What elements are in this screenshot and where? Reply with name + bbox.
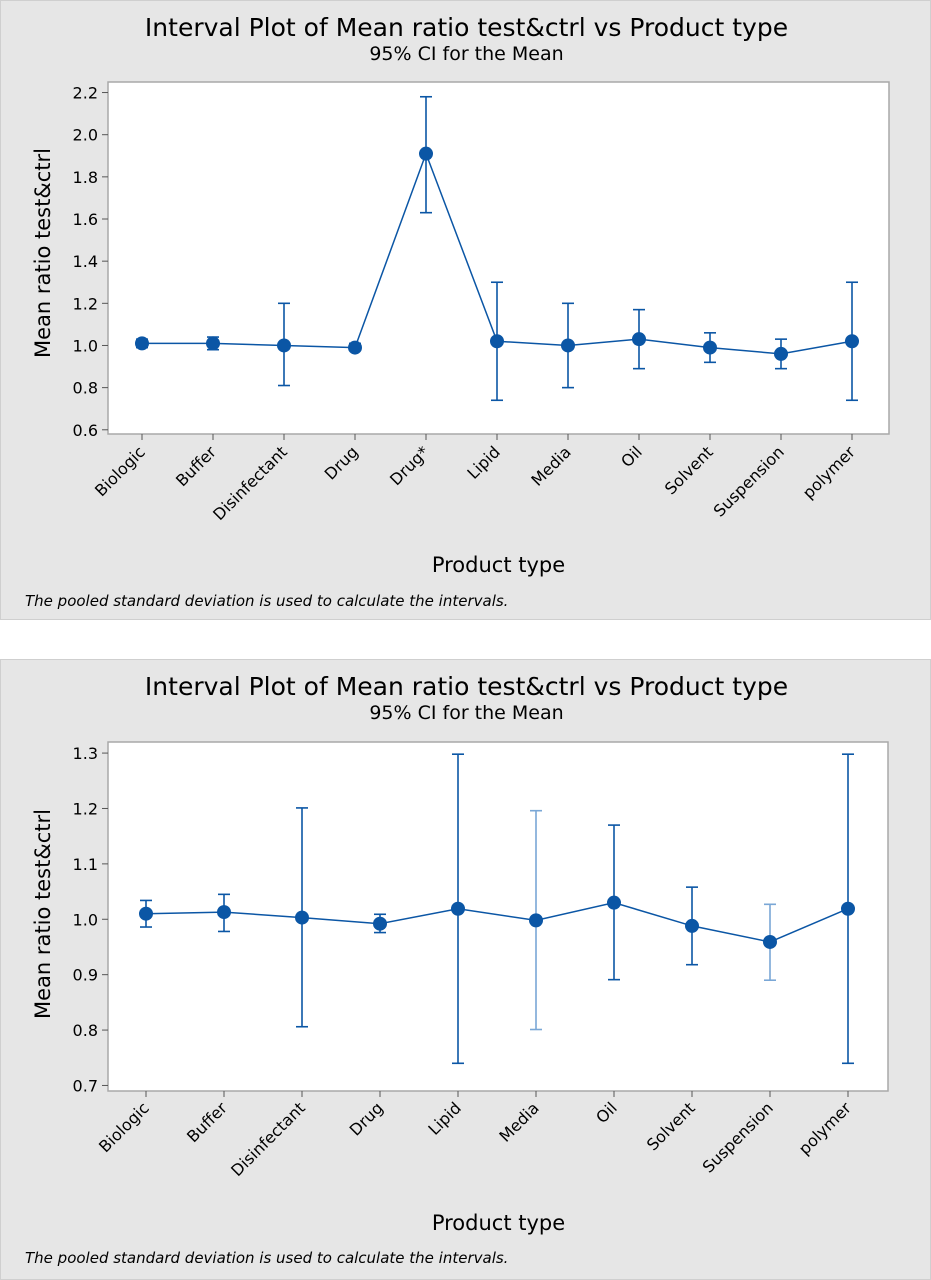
mean-point bbox=[490, 334, 504, 349]
y-axis-label: Mean ratio test&ctrl bbox=[31, 809, 55, 1019]
y-tick-label: 1.2 bbox=[73, 799, 98, 818]
chart-title: Interval Plot of Mean ratio test&ctrl vs… bbox=[144, 672, 789, 701]
chart-subtitle: 95% CI for the Mean bbox=[369, 43, 564, 65]
x-tick-label: Media bbox=[495, 1098, 542, 1145]
mean-point bbox=[841, 901, 855, 916]
x-tick-label: Drug bbox=[346, 1098, 387, 1139]
mean-point bbox=[277, 338, 291, 353]
mean-point bbox=[845, 334, 859, 349]
x-tick-label: Drug bbox=[321, 442, 362, 483]
y-tick-label: 1.6 bbox=[73, 210, 98, 229]
x-tick-label: Suspension bbox=[699, 1098, 777, 1176]
mean-point bbox=[561, 338, 575, 353]
x-tick-label: Oil bbox=[592, 1098, 621, 1127]
x-tick-label: polymer bbox=[795, 1098, 855, 1158]
chart-panel-bottom: Interval Plot of Mean ratio test&ctrl vs… bbox=[0, 659, 931, 1280]
y-tick-label: 2.0 bbox=[73, 126, 98, 145]
mean-connect-line bbox=[145, 901, 849, 943]
y-tick-label: 1.0 bbox=[73, 910, 98, 929]
x-axis-label: Product type bbox=[431, 1211, 566, 1235]
y-tick-label: 2.2 bbox=[73, 84, 98, 103]
mean-point bbox=[206, 336, 220, 351]
plot-area bbox=[107, 741, 889, 1092]
y-tick-label: 1.8 bbox=[73, 168, 98, 187]
mean-point bbox=[774, 346, 788, 361]
y-tick-label: 1.3 bbox=[73, 744, 98, 763]
x-tick-label: Biologic bbox=[95, 1098, 153, 1156]
y-axis-label: Mean ratio test&ctrl bbox=[31, 148, 55, 358]
x-tick-label: Lipid bbox=[463, 442, 503, 482]
x-tick-label: Buffer bbox=[172, 442, 220, 490]
mean-point bbox=[419, 146, 433, 161]
x-tick-label: Disinfectant bbox=[209, 442, 291, 524]
x-tick-label: Lipid bbox=[424, 1098, 464, 1138]
mean-point bbox=[348, 340, 362, 355]
x-tick-label: Buffer bbox=[183, 1098, 231, 1146]
x-tick-label: Disinfectant bbox=[227, 1098, 309, 1180]
mean-point bbox=[763, 934, 777, 949]
footnote: The pooled standard deviation is used to… bbox=[25, 1249, 509, 1267]
x-tick-label: Solvent bbox=[643, 1098, 699, 1154]
x-tick-label: Suspension bbox=[710, 442, 788, 520]
mean-point bbox=[685, 918, 699, 933]
x-tick-label: Oil bbox=[617, 442, 646, 471]
mean-point bbox=[451, 901, 465, 916]
mean-point bbox=[139, 906, 153, 921]
plot-area bbox=[107, 81, 890, 435]
x-axis-label: Product type bbox=[431, 553, 566, 577]
chart-title: Interval Plot of Mean ratio test&ctrl vs… bbox=[144, 13, 789, 42]
interval-plot-top: 0.6 0.8 1.0 1.2 1.4 1.6 1.8 2.0 2.2 Biologic Buffe… bbox=[73, 81, 890, 524]
y-tick-label: 1.2 bbox=[73, 294, 98, 313]
mean-point bbox=[295, 910, 309, 925]
x-tick-label: Biologic bbox=[91, 442, 149, 500]
mean-point bbox=[529, 913, 543, 928]
mean-point bbox=[703, 340, 717, 355]
y-tick-label: 0.8 bbox=[73, 1021, 98, 1040]
mean-point bbox=[632, 332, 646, 347]
mean-point bbox=[373, 916, 387, 931]
mean-point bbox=[607, 895, 621, 910]
x-tick-label: Solvent bbox=[661, 442, 717, 498]
y-tick-label: 1.0 bbox=[73, 336, 98, 355]
y-tick-label: 1.1 bbox=[73, 855, 98, 874]
y-tick-label: 0.8 bbox=[73, 379, 98, 398]
chart-panel-top: Interval Plot of Mean ratio test&ctrl vs… bbox=[0, 0, 931, 620]
interval-plot-bottom: 0.7 0.8 0.9 1.0 1.1 1.2 1.3 Biologic BufferDisin… bbox=[73, 741, 889, 1180]
chart-subtitle: 95% CI for the Mean bbox=[369, 702, 564, 724]
x-tick-label: Media bbox=[527, 442, 574, 489]
mean-point bbox=[217, 905, 231, 920]
y-tick-label: 0.7 bbox=[73, 1076, 98, 1095]
y-tick-label: 1.4 bbox=[73, 252, 98, 271]
y-tick-label: 0.9 bbox=[73, 966, 98, 985]
x-tick-label: Drug* bbox=[386, 442, 433, 489]
footnote: The pooled standard deviation is used to… bbox=[25, 592, 509, 610]
y-tick-label: 0.6 bbox=[73, 421, 98, 440]
mean-point bbox=[135, 336, 149, 351]
x-tick-label: polymer bbox=[799, 442, 859, 502]
